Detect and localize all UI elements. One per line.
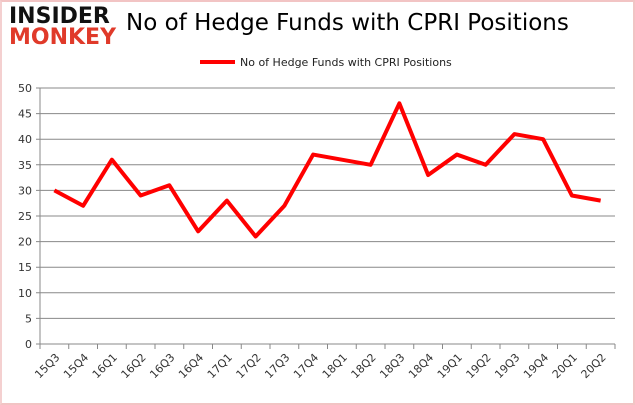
- chart-title: No of Hedge Funds with CPRI Positions: [126, 10, 569, 36]
- x-tick-label: 17Q1: [205, 351, 235, 381]
- series-line: [53, 101, 601, 239]
- x-tick-label: 17Q4: [291, 351, 321, 381]
- y-tick-label: 50: [18, 82, 32, 95]
- x-tick-label: 15Q4: [61, 351, 91, 381]
- logo-line1: INSIDER: [9, 4, 110, 29]
- y-tick-label: 5: [25, 312, 32, 325]
- x-tick-label: 18Q3: [377, 351, 407, 381]
- y-tick-label: 45: [18, 108, 32, 121]
- x-tick-label: 18Q4: [406, 351, 436, 381]
- legend-label: No of Hedge Funds with CPRI Positions: [240, 56, 452, 69]
- x-tick-label: 16Q3: [147, 351, 177, 381]
- insider-monkey-logo: INSIDER MONKEY: [9, 4, 117, 50]
- y-tick-label: 0: [25, 338, 32, 351]
- logo-line2: MONKEY: [9, 25, 117, 50]
- y-tick-label: 25: [18, 210, 32, 223]
- x-tick-label: 20Q1: [550, 351, 580, 381]
- x-tick-label: 17Q3: [262, 351, 292, 381]
- y-tick-label: 35: [18, 159, 32, 172]
- x-tick-label: 19Q1: [435, 351, 465, 381]
- x-tick-label: 16Q2: [119, 351, 149, 381]
- x-tick-label: 20Q2: [579, 351, 609, 381]
- x-tick-label: 15Q3: [32, 351, 62, 381]
- y-tick-label: 15: [18, 261, 32, 274]
- x-tick-label: 17Q2: [234, 351, 264, 381]
- x-tick-label: 19Q2: [464, 351, 494, 381]
- x-tick-label: 16Q1: [90, 351, 120, 381]
- x-tick-label: 18Q1: [320, 351, 350, 381]
- x-tick-label: 19Q3: [492, 351, 522, 381]
- x-tick-label: 19Q4: [521, 351, 551, 381]
- y-tick-label: 40: [18, 133, 32, 146]
- y-tick-label: 20: [18, 236, 32, 249]
- y-tick-label: 30: [18, 184, 32, 197]
- y-tick-label: 10: [18, 287, 32, 300]
- x-tick-label: 16Q4: [176, 351, 206, 381]
- x-tick-label: 18Q2: [349, 351, 379, 381]
